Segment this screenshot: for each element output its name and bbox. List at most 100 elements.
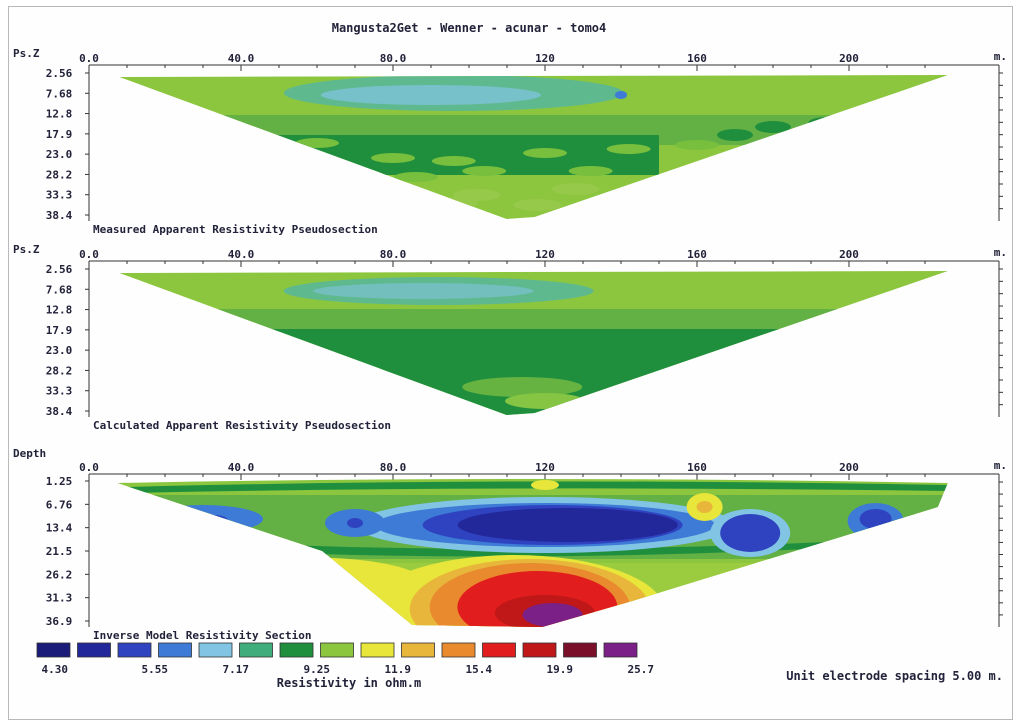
y-tick-label: 23.0 bbox=[46, 344, 73, 357]
patch bbox=[371, 153, 415, 163]
x-tick-label: 40.0 bbox=[228, 52, 255, 65]
y-tick-label: 17.9 bbox=[46, 324, 73, 337]
x-unit-label: m. bbox=[994, 50, 1007, 63]
y-tick-label: 7.68 bbox=[46, 283, 73, 296]
x-tick-label: 120 bbox=[535, 461, 555, 474]
legend-swatch bbox=[401, 642, 435, 658]
layer-contour bbox=[195, 541, 849, 557]
color-legend: 4.30 5.55 7.17 9.25 11.9 15.4 19.9 25.7 bbox=[36, 642, 654, 676]
conductive-far-right-core bbox=[859, 509, 892, 529]
x-tick-label: 120 bbox=[535, 248, 555, 261]
footer-note: Unit electrode spacing 5.00 m. bbox=[786, 669, 1003, 683]
conductive-right bbox=[720, 514, 781, 552]
panel-caption: Calculated Apparent Resistivity Pseudose… bbox=[93, 419, 391, 432]
y-tick-label: 21.5 bbox=[46, 545, 73, 558]
x-tick-label: 200 bbox=[839, 461, 859, 474]
y-tick-label: 6.76 bbox=[46, 498, 73, 511]
y-tick-label: 38.4 bbox=[46, 209, 73, 222]
patch bbox=[295, 138, 339, 148]
conductive-core bbox=[321, 85, 541, 105]
conductive-main-core bbox=[457, 508, 678, 542]
panel-calculated: Ps.Z 0.0 40.0 80.0 120 160 200 m. 2.56 7.68 12.8 17… bbox=[13, 243, 1007, 432]
legend-swatch bbox=[320, 642, 354, 658]
resistive-peak bbox=[522, 603, 583, 627]
patch bbox=[675, 140, 719, 150]
x-tick-label: 80.0 bbox=[380, 461, 407, 474]
patch bbox=[462, 166, 507, 176]
y-tick-label: 33.3 bbox=[46, 189, 73, 202]
y-tick-label: 12.8 bbox=[46, 108, 73, 121]
x-tick-label: 40.0 bbox=[228, 248, 255, 261]
patch bbox=[717, 129, 753, 141]
y-tick-label: 13.4 bbox=[46, 522, 73, 535]
legend-swatch bbox=[117, 642, 152, 658]
y-tick-label: 38.4 bbox=[46, 405, 73, 418]
x-unit-label: m. bbox=[994, 246, 1007, 259]
panel-measured: Ps.Z 0.0 40.0 80.0 120 160 200 m. 2.56 7.68 12.8 17… bbox=[13, 47, 1007, 236]
conductive-left-outer bbox=[143, 505, 263, 533]
chart-title: Mangusta2Get - Wenner - acunar - tomo4 bbox=[332, 21, 607, 35]
y-tick-label: 28.2 bbox=[46, 168, 73, 181]
conductive-core bbox=[313, 283, 534, 299]
conductive-small-core bbox=[347, 518, 363, 528]
y-tick-label: 2.56 bbox=[46, 67, 73, 80]
y-axis-label: Depth bbox=[13, 447, 46, 460]
legend-title: Resistivity in ohm.m bbox=[277, 676, 422, 690]
section-inverse bbox=[117, 479, 948, 627]
legend-swatch bbox=[198, 642, 233, 658]
y-tick-label: 26.2 bbox=[46, 568, 73, 581]
legend-label: 7.17 bbox=[223, 663, 250, 676]
legend-swatch bbox=[77, 642, 111, 658]
x-unit-label: m. bbox=[994, 459, 1007, 472]
y-tick-label: 23.0 bbox=[46, 148, 73, 161]
y-tick-label: 33.3 bbox=[46, 385, 73, 398]
x-tick-label: 120 bbox=[535, 52, 555, 65]
legend-swatch bbox=[482, 642, 516, 658]
panel-caption: Measured Apparent Resistivity Pseudosect… bbox=[93, 223, 378, 236]
patch bbox=[393, 172, 438, 182]
patch bbox=[755, 121, 791, 133]
legend-label: 11.9 bbox=[385, 663, 412, 676]
legend-label: 5.55 bbox=[142, 663, 169, 676]
patch bbox=[505, 393, 585, 409]
x-tick-label: 40.0 bbox=[228, 461, 255, 474]
patch bbox=[429, 197, 478, 209]
x-tick-label: 160 bbox=[687, 52, 707, 65]
x-tick-label: 160 bbox=[687, 248, 707, 261]
conductive-left-core bbox=[200, 515, 229, 527]
legend-swatch bbox=[563, 642, 597, 658]
patch bbox=[431, 156, 476, 166]
patch bbox=[523, 148, 567, 158]
band-middle bbox=[165, 309, 887, 331]
legend-swatch bbox=[441, 642, 476, 658]
x-tick-label: 0.0 bbox=[79, 461, 99, 474]
resistive-shallow-core bbox=[696, 501, 713, 513]
patch bbox=[551, 183, 600, 195]
patch bbox=[513, 199, 562, 211]
y-tick-label: 36.9 bbox=[46, 615, 73, 628]
y-axis-label: Ps.Z bbox=[13, 243, 40, 256]
y-tick-label: 17.9 bbox=[46, 128, 73, 141]
legend-label: 4.30 bbox=[42, 663, 69, 676]
y-tick-label: 2.56 bbox=[46, 263, 73, 276]
y-tick-label: 7.68 bbox=[46, 87, 73, 100]
y-axis-label: Ps.Z bbox=[13, 47, 40, 60]
x-tick-label: 80.0 bbox=[380, 248, 407, 261]
legend-label: 19.9 bbox=[547, 663, 574, 676]
legend-swatch bbox=[522, 642, 557, 658]
panel-inverse: Depth 0.0 40.0 80.0 120 160 200 m. 1.25 6.76 13.4 2… bbox=[13, 447, 1007, 642]
y-tick-label: 31.3 bbox=[46, 592, 73, 605]
legend-swatch bbox=[239, 642, 273, 658]
panel-caption: Inverse Model Resistivity Section bbox=[93, 629, 312, 642]
x-tick-label: 200 bbox=[839, 248, 859, 261]
y-tick-label: 28.2 bbox=[46, 364, 73, 377]
patch bbox=[568, 166, 613, 176]
x-tick-label: 0.0 bbox=[79, 52, 99, 65]
legend-swatch bbox=[279, 642, 314, 658]
legend-swatch bbox=[360, 642, 395, 658]
x-tick-label: 200 bbox=[839, 52, 859, 65]
x-tick-label: 80.0 bbox=[380, 52, 407, 65]
x-tick-label: 0.0 bbox=[79, 248, 99, 261]
patch bbox=[808, 117, 845, 129]
legend-label: 15.4 bbox=[466, 663, 493, 676]
